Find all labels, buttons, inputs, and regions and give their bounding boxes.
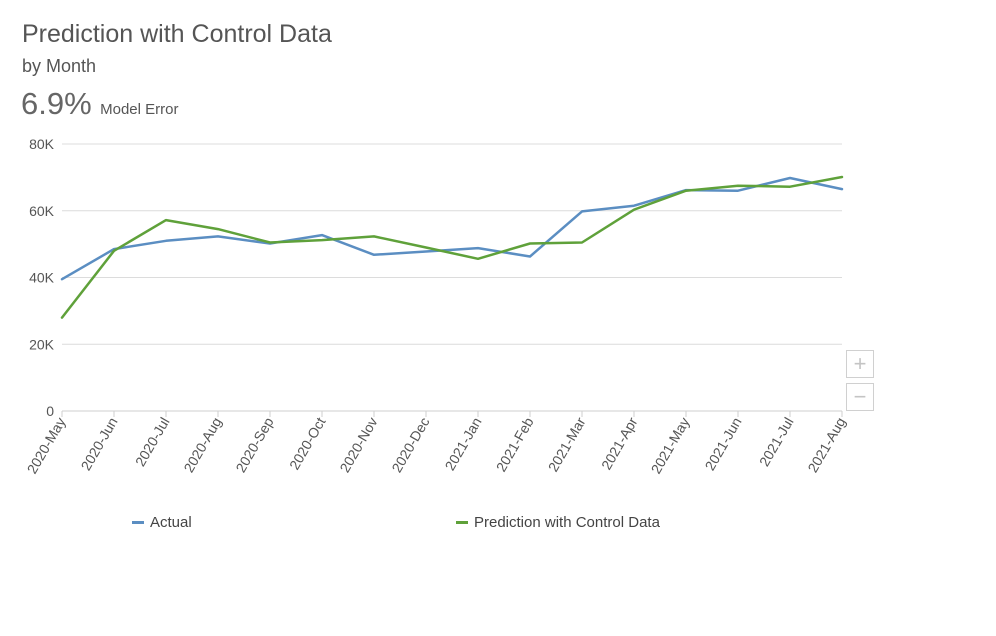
x-tick-label: 2021-Apr: [598, 414, 641, 472]
y-tick-label: 80K: [29, 136, 55, 152]
x-tick-label: 2021-Feb: [493, 414, 537, 474]
legend-swatch-prediction: [456, 520, 468, 524]
zoom-in-button[interactable]: +: [846, 350, 874, 378]
legend-label-prediction: Prediction with Control Data: [474, 514, 660, 531]
chart-subtitle: by Month: [22, 56, 97, 76]
x-tick-label: 2020-Dec: [388, 415, 432, 476]
series-line-actual: [60, 176, 844, 281]
y-tick-label: 0: [46, 403, 54, 419]
chart-title: Prediction with Control Data: [22, 20, 332, 48]
y-tick-label: 40K: [29, 270, 55, 286]
x-tick-label: 2021-Jul: [756, 415, 797, 470]
series-line-prediction: [60, 175, 844, 319]
y-tick-label: 60K: [29, 203, 55, 219]
x-tick-label: 2020-Sep: [232, 414, 276, 475]
x-tick-label: 2021-May: [648, 415, 693, 477]
x-tick-label: 2021-Jan: [442, 415, 485, 474]
legend-label-actual: Actual: [150, 514, 192, 531]
x-tick-label: 2020-Oct: [286, 414, 329, 472]
kpi-summary: 6.9% Model Error: [21, 86, 178, 122]
x-tick-label: 2021-Mar: [545, 414, 589, 474]
x-tick-label: 2020-Jun: [78, 415, 121, 474]
legend-item-prediction[interactable]: Prediction with Control Data: [456, 514, 660, 531]
x-tick-label: 2020-Jul: [132, 415, 173, 470]
x-tick-label: 2020-Nov: [336, 415, 380, 476]
x-tick-label: 2021-Aug: [804, 415, 848, 476]
y-tick-label: 20K: [29, 336, 55, 352]
x-tick-label: 2020-Aug: [180, 415, 224, 476]
kpi-label: Model Error: [100, 101, 179, 118]
zoom-out-button[interactable]: −: [846, 383, 874, 411]
x-tick-label: 2020-May: [24, 415, 69, 477]
legend-swatch-actual: [132, 520, 144, 524]
legend-item-actual[interactable]: Actual: [132, 514, 192, 531]
x-tick-label: 2021-Jun: [702, 415, 745, 474]
kpi-value: 6.9%: [21, 86, 92, 121]
